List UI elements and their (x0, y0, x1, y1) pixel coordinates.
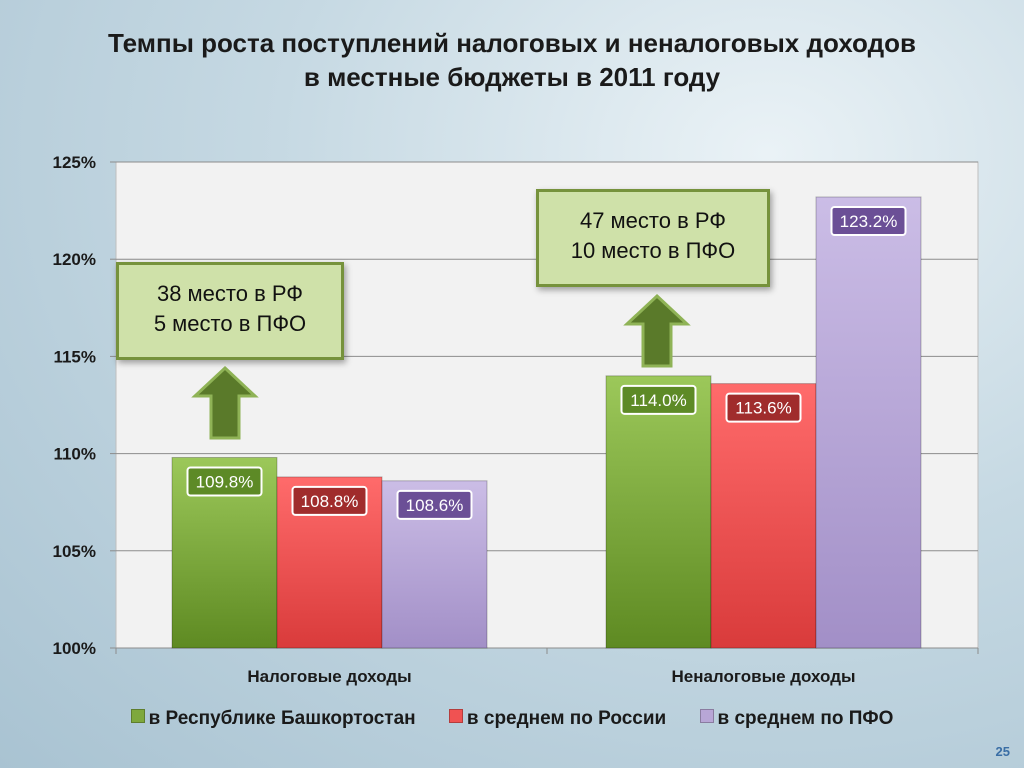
data-label: 123.2% (840, 212, 898, 231)
callout-nontax-rank: 47 место в РФ 10 место в ПФО (536, 189, 770, 287)
up-arrow-icon (623, 293, 691, 368)
legend-swatch-russia (448, 709, 463, 723)
callout-nontax-line-1: 47 место в РФ (579, 208, 727, 233)
legend-item-russia: в среднем по России (448, 708, 667, 730)
bar (605, 375, 712, 649)
data-label-box (620, 384, 697, 415)
data-label-box (725, 392, 802, 423)
legend-swatch-pfo (699, 709, 714, 723)
chart-title: Темпы роста поступлений налоговых и нена… (0, 26, 1024, 94)
legend-item-bashkortostan: в Республике Башкортостан (130, 708, 416, 730)
legend-label-pfo: в среднем по ПФО (717, 708, 894, 729)
callout-nontax-line-2: 10 место в ПФО (570, 238, 736, 263)
data-label: 109.8% (196, 472, 254, 491)
up-arrow-icon (191, 365, 259, 440)
y-tick-label: 110% (53, 445, 96, 464)
data-label: 114.0% (630, 391, 686, 410)
callout-tax-line-2: 5 место в ПФО (153, 311, 307, 336)
title-line-2: в местные бюджеты в 2011 году (303, 62, 721, 92)
page-number: 25 (995, 744, 1010, 759)
legend-label-bashkortostan: в Республике Башкортостан (148, 708, 416, 729)
data-label-box (396, 489, 473, 520)
y-tick-label: 120% (53, 250, 96, 269)
y-tick-label: 125% (53, 153, 96, 172)
data-label: 108.6% (406, 496, 464, 515)
data-label: 113.6% (735, 399, 791, 418)
y-tick-label: 100% (53, 639, 96, 658)
y-tick-label: 115% (53, 347, 96, 366)
data-label-box (186, 466, 263, 497)
x-category-label: Налоговые доходы (247, 667, 411, 686)
bar-chart: 100% 105% 110% 115% 120% 125% 109.8% 108.8% 108.… (53, 153, 979, 686)
data-label-box (291, 485, 368, 516)
y-tick-label: 105% (53, 542, 96, 561)
x-category-label: Неналоговые доходы (671, 667, 855, 686)
bar (710, 383, 817, 649)
data-label-box (830, 205, 907, 236)
title-line-1: Темпы роста поступлений налоговых и нена… (108, 28, 916, 58)
bar (815, 196, 922, 649)
callout-tax-rank: 38 место в РФ 5 место в ПФО (116, 262, 344, 360)
legend-swatch-bashkortostan (130, 709, 145, 723)
data-label: 108.8% (301, 492, 359, 511)
legend: в Республике Башкортостан в среднем по Р… (0, 708, 1024, 730)
legend-item-pfo: в среднем по ПФО (699, 708, 894, 730)
callout-tax-line-1: 38 место в РФ (156, 281, 304, 306)
legend-label-russia: в среднем по России (466, 708, 667, 729)
